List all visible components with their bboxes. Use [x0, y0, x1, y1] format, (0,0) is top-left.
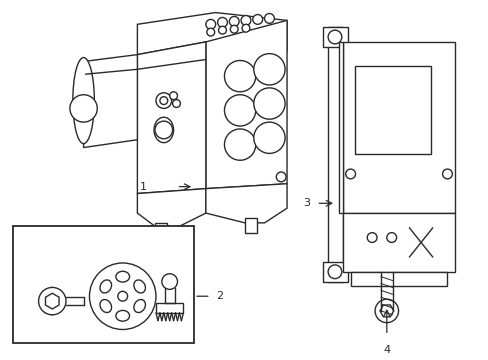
Circle shape	[118, 291, 127, 301]
Circle shape	[169, 92, 177, 100]
Circle shape	[224, 60, 255, 92]
Polygon shape	[244, 218, 256, 233]
Circle shape	[89, 263, 156, 329]
Circle shape	[224, 129, 255, 160]
Circle shape	[366, 233, 376, 242]
Circle shape	[253, 54, 285, 85]
Text: 3: 3	[303, 198, 310, 208]
Circle shape	[39, 287, 66, 315]
Circle shape	[70, 95, 97, 122]
Polygon shape	[45, 293, 59, 309]
Circle shape	[224, 95, 255, 126]
Circle shape	[386, 233, 396, 242]
Circle shape	[253, 88, 285, 119]
Text: 1: 1	[140, 182, 147, 192]
Ellipse shape	[134, 280, 145, 293]
Circle shape	[327, 30, 341, 44]
Text: 2: 2	[215, 291, 223, 301]
Ellipse shape	[154, 117, 173, 143]
Circle shape	[252, 14, 262, 24]
Circle shape	[218, 26, 226, 34]
Polygon shape	[350, 272, 447, 287]
Polygon shape	[205, 184, 286, 223]
Polygon shape	[155, 223, 166, 235]
Polygon shape	[342, 42, 454, 213]
Circle shape	[217, 17, 227, 27]
Polygon shape	[379, 305, 393, 317]
Circle shape	[327, 265, 341, 279]
Circle shape	[155, 121, 172, 139]
Circle shape	[230, 25, 238, 33]
Ellipse shape	[116, 310, 129, 321]
Circle shape	[160, 97, 167, 104]
Circle shape	[442, 169, 451, 179]
Polygon shape	[137, 189, 205, 228]
Polygon shape	[156, 303, 183, 313]
Circle shape	[345, 169, 355, 179]
Bar	[354, 66, 430, 154]
Ellipse shape	[73, 58, 94, 144]
Polygon shape	[323, 27, 347, 47]
Polygon shape	[205, 21, 286, 189]
Circle shape	[253, 122, 285, 153]
Circle shape	[241, 15, 250, 25]
Circle shape	[229, 17, 239, 26]
Circle shape	[206, 28, 214, 36]
Text: 4: 4	[383, 345, 389, 355]
Circle shape	[264, 14, 274, 23]
Polygon shape	[137, 13, 286, 55]
Polygon shape	[83, 55, 137, 148]
Circle shape	[242, 24, 249, 32]
Circle shape	[156, 93, 171, 108]
Ellipse shape	[100, 300, 111, 312]
Ellipse shape	[134, 300, 145, 312]
Polygon shape	[43, 287, 61, 315]
Ellipse shape	[100, 280, 111, 293]
Circle shape	[276, 172, 285, 182]
Polygon shape	[338, 42, 342, 213]
Polygon shape	[327, 27, 342, 282]
Ellipse shape	[116, 271, 129, 282]
Bar	[13, 226, 194, 343]
Polygon shape	[323, 262, 347, 282]
Circle shape	[205, 19, 215, 29]
Polygon shape	[342, 213, 454, 272]
Circle shape	[162, 274, 177, 289]
Circle shape	[172, 100, 180, 107]
Polygon shape	[137, 42, 205, 194]
Circle shape	[374, 299, 398, 323]
